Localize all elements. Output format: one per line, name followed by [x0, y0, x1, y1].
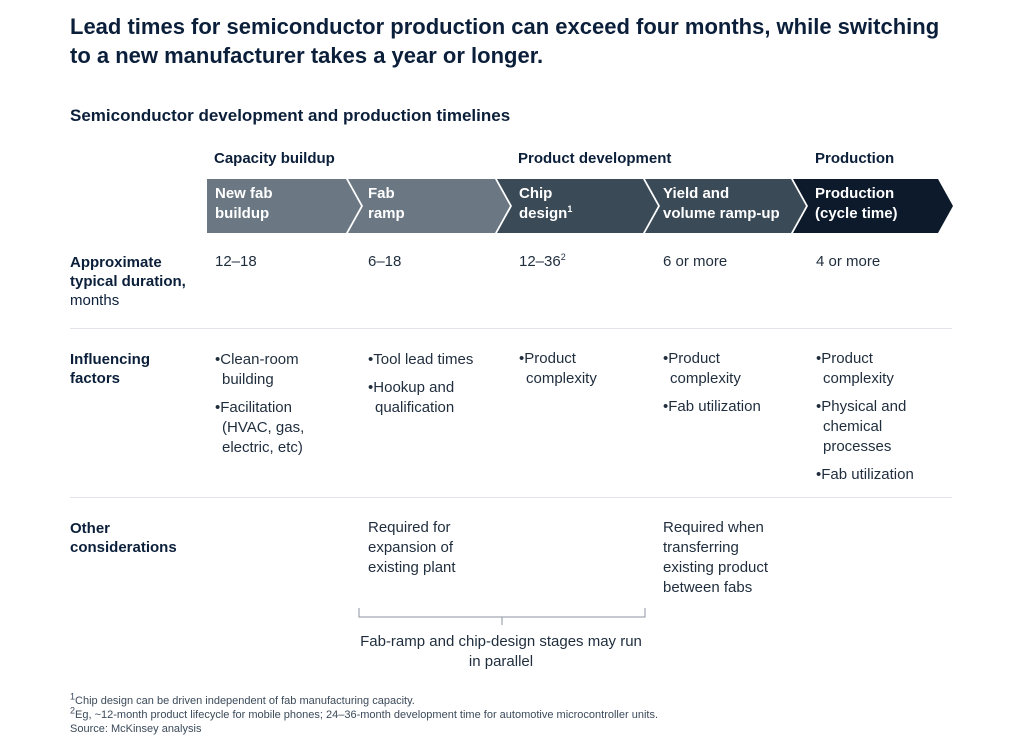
factor-item: Product complexity — [663, 349, 763, 389]
row-header-other: Other considerations — [70, 520, 177, 556]
stage-label-chip-design: Chip design1 — [519, 185, 573, 222]
phase-product-development: Product development — [518, 150, 672, 167]
factors-new-fab: Clean-room building Facilitation (HVAC, … — [215, 350, 325, 466]
chart-subtitle: Semiconductor development and production… — [70, 106, 511, 125]
duration-yield-ramp: 6 or more — [663, 253, 728, 270]
factor-item: Physical and chemical processes — [816, 397, 928, 457]
row-header-duration: Approximate typical duration, months — [70, 254, 186, 309]
other-fab-ramp: Required for expansion of existing plant — [368, 519, 456, 576]
row-divider — [70, 328, 952, 329]
duration-production: 4 or more — [816, 253, 881, 270]
duration-fab-ramp: 6–18 — [368, 253, 402, 270]
factor-item: Product complexity — [816, 349, 928, 389]
stage-label-new-fab: New fab buildup — [215, 185, 273, 222]
footnote-1: 1Chip design can be driven independent o… — [70, 691, 415, 707]
factor-item: Clean-room building — [215, 350, 325, 390]
factors-production: Product complexity Physical and chemical… — [816, 349, 928, 493]
duration-chip-design: 12–362 — [519, 252, 566, 271]
stage-label-yield-ramp: Yield and volume ramp-up — [663, 185, 780, 222]
factor-item: Hookup and qualification — [368, 378, 496, 418]
stage-arrow-bar — [207, 179, 953, 233]
phase-capacity-buildup: Capacity buildup — [214, 150, 335, 167]
row-header-factors: Influencing factors — [70, 351, 150, 387]
other-yield-ramp: Required when transferring existing prod… — [663, 519, 769, 596]
parallel-bracket — [358, 608, 646, 625]
stage-arrow-new-fab — [207, 179, 361, 233]
stage-label-production: Production (cycle time) — [815, 185, 898, 222]
stage-arrow-chip-design — [497, 179, 658, 233]
factors-chip-design: Product complexity — [519, 349, 619, 397]
parallel-note: Fab-ramp and chip-design stages may run … — [360, 633, 642, 670]
factor-item: Product complexity — [519, 349, 619, 389]
phase-production: Production — [815, 150, 895, 167]
factor-item: Facilitation (HVAC, gas, electric, etc) — [215, 398, 325, 458]
source-note: Source: McKinsey analysis — [70, 723, 202, 735]
stage-arrow-fab-ramp — [348, 179, 510, 233]
factor-item: Fab utilization — [816, 465, 928, 485]
footnote-2: 2Eg, ~12-month product lifecycle for mob… — [70, 705, 659, 721]
factor-item: Tool lead times — [368, 350, 496, 370]
stage-arrow-yield-ramp — [645, 179, 806, 233]
factors-yield-ramp: Product complexity Fab utilization — [663, 349, 763, 425]
stage-label-fab-ramp: Fab ramp — [368, 185, 405, 222]
row-divider — [70, 497, 952, 498]
duration-new-fab: 12–18 — [215, 253, 257, 270]
factors-fab-ramp: Tool lead times Hookup and qualification — [368, 350, 496, 426]
factor-item: Fab utilization — [663, 397, 763, 417]
headline: Lead times for semiconductor production … — [70, 14, 940, 68]
stage-arrow-production — [793, 179, 953, 233]
